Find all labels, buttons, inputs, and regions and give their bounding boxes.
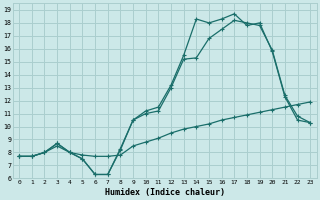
X-axis label: Humidex (Indice chaleur): Humidex (Indice chaleur) xyxy=(105,188,225,197)
